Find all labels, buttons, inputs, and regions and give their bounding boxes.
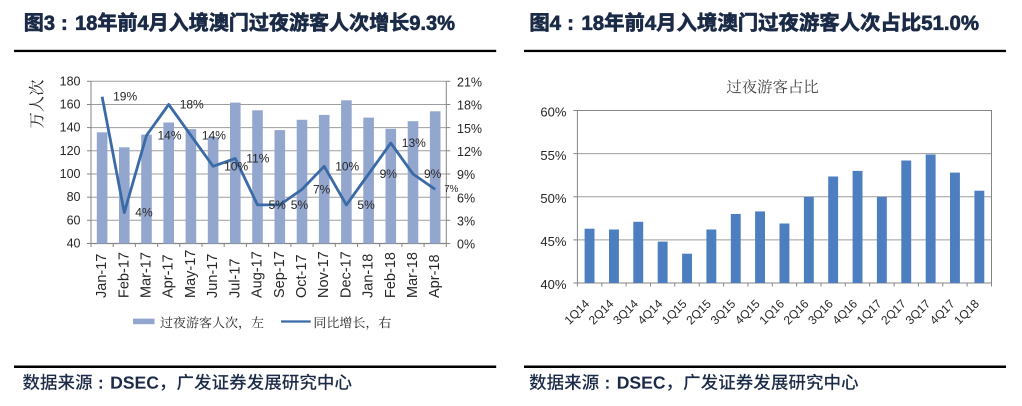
svg-text:5%: 5% xyxy=(269,198,287,212)
svg-text:21%: 21% xyxy=(457,76,482,90)
svg-text:13%: 13% xyxy=(402,136,426,150)
svg-text:Apr-18: Apr-18 xyxy=(427,254,443,298)
svg-text:55%: 55% xyxy=(540,148,566,163)
svg-text:45%: 45% xyxy=(540,234,566,249)
svg-text:Sep-17: Sep-17 xyxy=(272,251,288,298)
svg-text:140: 140 xyxy=(60,121,81,135)
svg-text:Mar-17: Mar-17 xyxy=(139,252,155,298)
svg-text:7%: 7% xyxy=(313,182,331,196)
svg-text:Jan-17: Jan-17 xyxy=(94,254,110,298)
svg-text:9%: 9% xyxy=(457,168,475,182)
svg-text:11%: 11% xyxy=(246,152,269,166)
svg-text:0%: 0% xyxy=(457,238,475,252)
svg-text:4%: 4% xyxy=(135,206,153,220)
svg-text:Nov-17: Nov-17 xyxy=(316,251,332,298)
svg-text:Jun-17: Jun-17 xyxy=(205,254,221,298)
svg-text:6%: 6% xyxy=(457,191,475,205)
svg-text:9%: 9% xyxy=(380,167,398,181)
svg-text:19%: 19% xyxy=(113,90,137,104)
svg-text:60%: 60% xyxy=(540,105,566,120)
svg-text:Jul-17: Jul-17 xyxy=(227,259,243,299)
svg-text:5%: 5% xyxy=(291,198,309,212)
svg-text:Jan-18: Jan-18 xyxy=(361,254,377,298)
svg-text:60: 60 xyxy=(67,213,81,227)
svg-text:Dec-17: Dec-17 xyxy=(338,251,354,298)
svg-text:10%: 10% xyxy=(335,159,359,173)
svg-text:10%: 10% xyxy=(224,159,248,173)
svg-text:18%: 18% xyxy=(457,99,482,113)
svg-text:15%: 15% xyxy=(457,122,482,136)
svg-text:180: 180 xyxy=(60,74,81,88)
svg-text:Feb-17: Feb-17 xyxy=(116,252,132,298)
svg-text:Oct-17: Oct-17 xyxy=(294,254,310,298)
svg-text:May-17: May-17 xyxy=(183,250,199,298)
svg-text:80: 80 xyxy=(67,190,81,204)
svg-text:40: 40 xyxy=(67,237,81,251)
svg-text:7%: 7% xyxy=(444,184,458,195)
svg-text:Mar-18: Mar-18 xyxy=(405,252,421,298)
svg-text:160: 160 xyxy=(60,98,81,112)
svg-text:3%: 3% xyxy=(457,215,475,229)
svg-text:100: 100 xyxy=(60,167,81,181)
svg-text:14%: 14% xyxy=(202,128,226,142)
svg-text:50%: 50% xyxy=(540,191,566,206)
svg-text:14%: 14% xyxy=(158,128,182,142)
svg-text:Feb-18: Feb-18 xyxy=(383,252,399,298)
svg-text:40%: 40% xyxy=(540,277,566,292)
svg-text:5%: 5% xyxy=(357,198,375,212)
svg-text:18%: 18% xyxy=(180,98,204,112)
svg-text:9%: 9% xyxy=(424,167,442,181)
svg-text:12%: 12% xyxy=(457,145,482,159)
svg-text:120: 120 xyxy=(60,144,81,158)
svg-text:Apr-17: Apr-17 xyxy=(161,254,177,298)
svg-text:Aug-17: Aug-17 xyxy=(250,251,266,298)
